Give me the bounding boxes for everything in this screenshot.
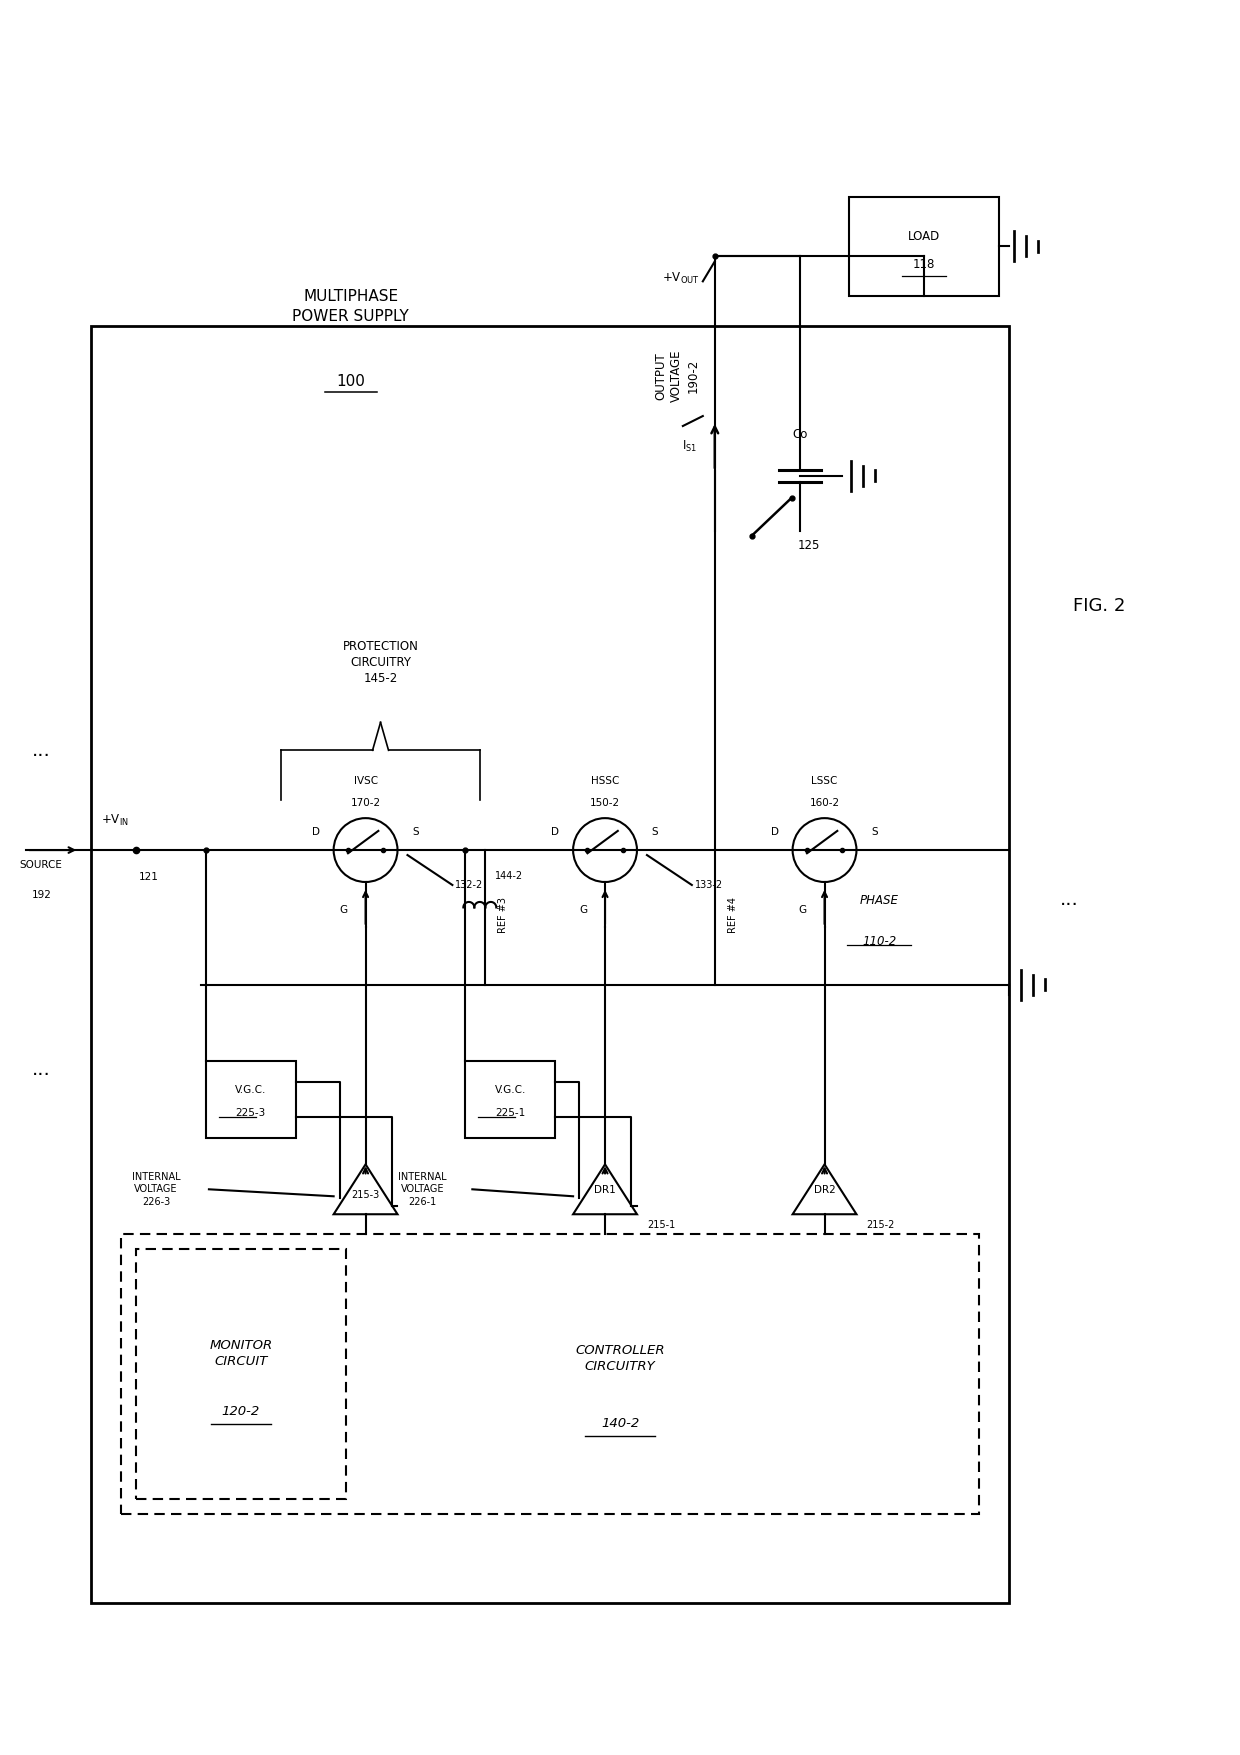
Text: 120-2: 120-2 [222, 1406, 260, 1418]
Text: REF #3: REF #3 [498, 897, 508, 934]
Text: 125: 125 [797, 539, 820, 553]
Text: INTERNAL
VOLTAGE
226-1: INTERNAL VOLTAGE 226-1 [398, 1172, 446, 1207]
Text: OUTPUT
VOLTAGE
190-2: OUTPUT VOLTAGE 190-2 [655, 349, 699, 402]
Text: D: D [770, 827, 779, 837]
Text: LOAD: LOAD [908, 230, 940, 242]
Text: +V$_{\mathregular{OUT}}$: +V$_{\mathregular{OUT}}$ [662, 272, 699, 286]
Text: I$_{\mathregular{S1}}$: I$_{\mathregular{S1}}$ [682, 439, 697, 453]
Text: 215-2: 215-2 [867, 1220, 895, 1230]
Text: 192: 192 [31, 890, 51, 900]
Text: DR1: DR1 [594, 1185, 616, 1195]
Text: IVSC: IVSC [353, 776, 378, 786]
Text: PROTECTION
CIRCUITRY
145-2: PROTECTION CIRCUITRY 145-2 [342, 641, 418, 686]
Text: REF #4: REF #4 [728, 897, 738, 934]
Text: G: G [340, 906, 347, 914]
Text: V.G.C.: V.G.C. [236, 1085, 267, 1095]
Text: D: D [551, 827, 559, 837]
Text: 132-2: 132-2 [455, 879, 484, 890]
Text: 150-2: 150-2 [590, 799, 620, 807]
Text: D: D [311, 827, 320, 837]
Text: LSSC: LSSC [811, 776, 838, 786]
Text: PHASE: PHASE [861, 893, 899, 907]
Text: Co: Co [792, 428, 807, 441]
Text: FIG. 2: FIG. 2 [1073, 597, 1125, 614]
Text: 121: 121 [139, 872, 159, 883]
Text: ...: ... [1060, 890, 1079, 909]
Text: 140-2: 140-2 [601, 1418, 639, 1430]
Text: 160-2: 160-2 [810, 799, 839, 807]
Text: S: S [412, 827, 419, 837]
Text: CONTROLLER
CIRCUITRY: CONTROLLER CIRCUITRY [575, 1344, 665, 1374]
Text: ...: ... [32, 741, 51, 760]
Text: DR2: DR2 [813, 1185, 836, 1195]
Text: 225-3: 225-3 [236, 1109, 265, 1118]
Text: 144-2: 144-2 [495, 870, 523, 881]
Text: MULTIPHASE
POWER SUPPLY: MULTIPHASE POWER SUPPLY [293, 290, 409, 323]
Text: 215-3: 215-3 [351, 1190, 379, 1200]
Text: HSSC: HSSC [590, 776, 619, 786]
Text: V.G.C.: V.G.C. [495, 1085, 526, 1095]
Text: S: S [651, 827, 658, 837]
Text: SOURCE: SOURCE [20, 860, 63, 870]
Text: 110-2: 110-2 [862, 935, 897, 948]
Text: +V$_{\mathregular{IN}}$: +V$_{\mathregular{IN}}$ [102, 813, 129, 828]
Text: 225-1: 225-1 [495, 1109, 526, 1118]
Text: MONITOR
CIRCUIT: MONITOR CIRCUIT [210, 1339, 273, 1369]
Text: S: S [872, 827, 878, 837]
Text: G: G [579, 906, 587, 914]
Text: G: G [799, 906, 806, 914]
Text: INTERNAL
VOLTAGE
226-3: INTERNAL VOLTAGE 226-3 [131, 1172, 180, 1207]
Text: ...: ... [32, 1060, 51, 1079]
Text: 133-2: 133-2 [694, 879, 723, 890]
Text: 215-1: 215-1 [647, 1220, 676, 1230]
Text: 170-2: 170-2 [351, 799, 381, 807]
Text: 118: 118 [913, 258, 935, 270]
Text: 100: 100 [336, 374, 365, 388]
